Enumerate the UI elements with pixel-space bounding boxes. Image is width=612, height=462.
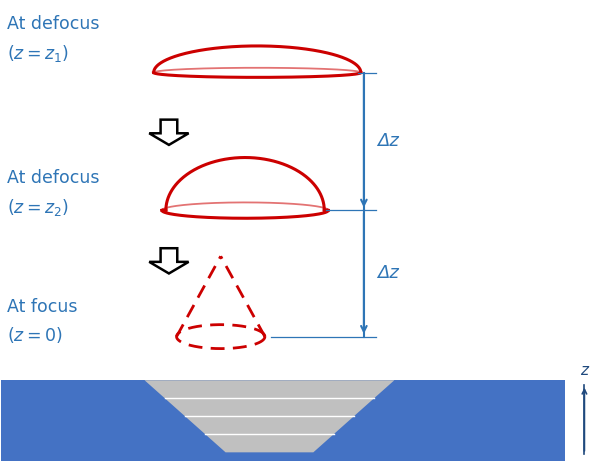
Text: At defocus: At defocus bbox=[7, 169, 100, 187]
Text: At defocus: At defocus bbox=[7, 15, 100, 33]
Polygon shape bbox=[149, 248, 188, 274]
Text: z: z bbox=[580, 363, 588, 378]
Text: $(z = z_1)$: $(z = z_1)$ bbox=[7, 43, 69, 64]
Text: $(z = 0)$: $(z = 0)$ bbox=[7, 325, 63, 345]
Text: Δz: Δz bbox=[377, 264, 399, 282]
Text: At focus: At focus bbox=[7, 298, 78, 316]
Polygon shape bbox=[1, 380, 565, 461]
Text: Δz: Δz bbox=[377, 133, 399, 151]
Polygon shape bbox=[149, 120, 188, 145]
Text: $(z = z_2)$: $(z = z_2)$ bbox=[7, 196, 69, 218]
Polygon shape bbox=[144, 380, 394, 452]
